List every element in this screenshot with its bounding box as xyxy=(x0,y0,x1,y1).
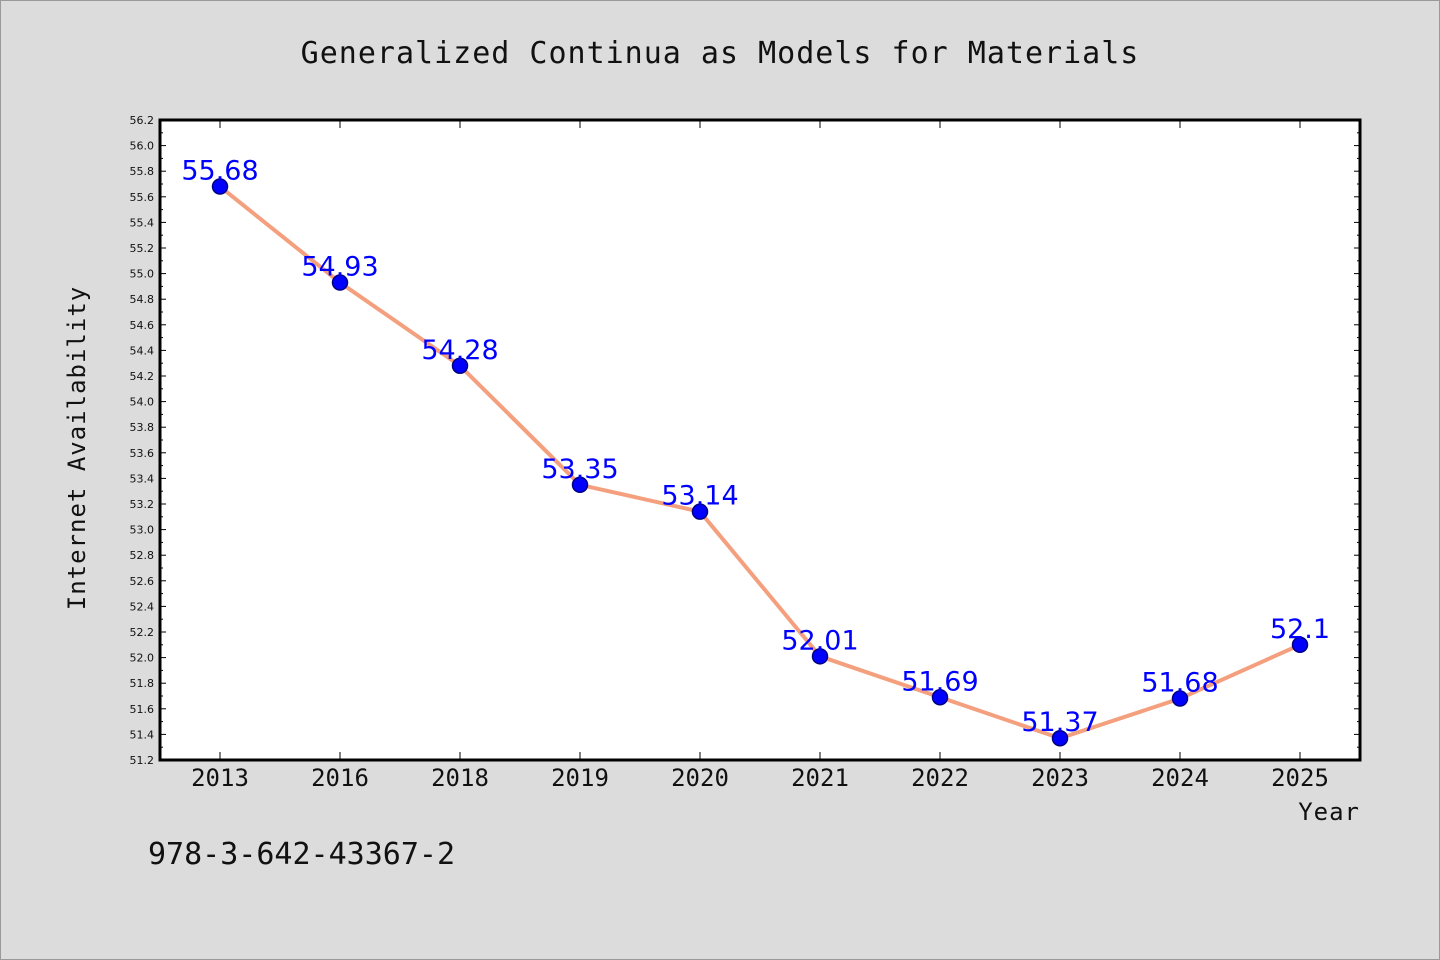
y-tick-label: 54.4 xyxy=(130,344,155,357)
data-label: 55.68 xyxy=(181,156,258,187)
plot-area xyxy=(158,118,1362,762)
data-points xyxy=(211,178,1309,747)
data-point xyxy=(211,178,229,195)
y-tick-label: 52.6 xyxy=(130,575,155,588)
data-point xyxy=(811,648,829,665)
y-tick-label: 51.6 xyxy=(130,703,155,716)
y-tick-label: 54.8 xyxy=(130,293,155,306)
y-tick-label: 53.4 xyxy=(130,472,155,485)
x-tick-label: 2019 xyxy=(551,764,609,792)
footnote: 978-3-642-43367-2 xyxy=(148,837,455,872)
y-tick-label: 52.2 xyxy=(130,626,155,639)
data-label: 52.01 xyxy=(781,625,858,656)
x-tick-label: 2025 xyxy=(1271,764,1329,792)
series-line-group xyxy=(218,184,1301,741)
data-point xyxy=(1291,636,1309,654)
x-axis: 2013 2016 2018 2019 2020 2021 2022 2023 2024 2025 xyxy=(191,120,1329,792)
y-tick-label: 55.8 xyxy=(130,165,155,178)
data-label: 51.37 xyxy=(1021,707,1098,738)
y-tick-label: 51.4 xyxy=(130,728,155,741)
data-point xyxy=(451,357,469,375)
x-tick-label: 2020 xyxy=(671,764,729,792)
y-tick-label: 53.8 xyxy=(130,421,155,434)
x-tick-label: 2018 xyxy=(431,764,489,792)
y-axis: 51.2 51.4 51.6 51.8 52.0 52.2 52.4 52.6 52.8 53.0… xyxy=(130,114,1360,767)
series-line xyxy=(218,184,1301,741)
data-point xyxy=(331,274,349,291)
data-point xyxy=(571,476,589,494)
x-tick-label: 2024 xyxy=(1151,764,1209,792)
y-tick-label: 51.8 xyxy=(130,677,155,690)
data-point xyxy=(1051,729,1069,747)
chart-title: Generalized Continua as Models for Mater… xyxy=(301,36,1140,71)
y-tick-label: 55.2 xyxy=(130,242,155,255)
y-tick-label: 55.4 xyxy=(130,216,155,229)
data-label: 51.68 xyxy=(1141,668,1218,699)
data-label: 53.14 xyxy=(661,481,738,512)
y-tick-label: 54.2 xyxy=(130,370,155,383)
data-point xyxy=(691,503,709,520)
x-tick-label: 2022 xyxy=(911,764,969,792)
y-tick-label: 55.6 xyxy=(130,191,155,204)
x-tick-label: 2021 xyxy=(791,764,849,792)
y-tick-label: 56.2 xyxy=(130,114,155,127)
y-tick-label: 53.6 xyxy=(130,447,155,460)
y-tick-label: 52.0 xyxy=(130,652,155,665)
y-tick-label: 54.6 xyxy=(130,319,155,332)
y-axis-label: Internet Availability xyxy=(63,286,91,610)
x-tick-label: 2016 xyxy=(311,764,369,792)
y-tick-label: 51.2 xyxy=(130,754,155,767)
data-labels: 55.68 54.93 54.28 53.35 53.14 52.01 51.69 51.37… xyxy=(181,156,1330,739)
x-axis-label: Year xyxy=(1298,798,1360,826)
data-point xyxy=(1171,690,1189,707)
x-tick-label: 2013 xyxy=(191,764,249,792)
y-tick-label: 52.8 xyxy=(130,549,155,562)
data-label: 51.69 xyxy=(901,666,978,697)
data-label: 54.93 xyxy=(301,252,378,283)
x-tick-label: 2023 xyxy=(1031,764,1089,792)
data-label: 53.35 xyxy=(541,454,618,485)
y-tick-label: 54.0 xyxy=(130,396,155,409)
y-tick-label: 55.0 xyxy=(130,268,155,281)
y-tick-label: 53.0 xyxy=(130,524,155,537)
y-tick-label: 53.2 xyxy=(130,498,155,511)
y-tick-label: 56.0 xyxy=(130,140,155,153)
data-label: 52.1 xyxy=(1270,614,1330,645)
data-label: 54.28 xyxy=(421,335,498,366)
y-tick-label: 52.4 xyxy=(130,600,155,613)
data-point xyxy=(931,689,949,706)
